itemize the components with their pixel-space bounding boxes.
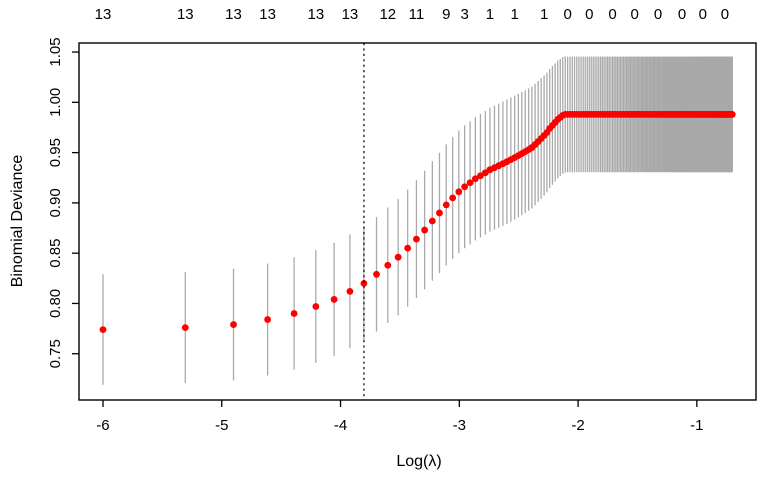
cv-point (264, 316, 272, 323)
nonzero-count-label: 11 (409, 6, 425, 23)
nonzero-count-label: 13 (177, 6, 194, 23)
nonzero-count-label: 0 (631, 6, 639, 23)
cv-point (471, 175, 479, 183)
cv-point (477, 172, 484, 180)
nonzero-count-label: 0 (678, 6, 686, 23)
cv-point (413, 235, 420, 243)
nonzero-count-label: 1 (486, 6, 494, 23)
cv-point (461, 183, 469, 191)
x-tick-label: -6 (96, 417, 109, 434)
cv-point (442, 201, 450, 209)
cv-point (394, 253, 402, 261)
cv-point (436, 209, 443, 217)
cv-point (384, 261, 392, 269)
cv-point (99, 326, 107, 334)
x-tick-label: -2 (571, 417, 584, 434)
nonzero-count-label: 0 (699, 6, 707, 23)
nonzero-count-label: 0 (563, 6, 571, 23)
x-tick-label: -4 (334, 417, 347, 434)
nonzero-count-label: 1 (510, 6, 518, 23)
nonzero-count-label: 13 (95, 6, 112, 23)
error-bars (102, 56, 733, 385)
top-axis-nonzero-counts: 13 13 13 13 13 13 12 11 9 3 1 1 1 0 0 0 0 0 0 0 0 (95, 6, 729, 23)
cv-point (230, 321, 237, 328)
cv-point (373, 270, 380, 278)
cv-point (421, 226, 429, 234)
nonzero-count-label: 1 (540, 6, 548, 23)
y-axis: 0.75 0.80 0.85 0.90 0.95 1.00 1.05 (47, 37, 79, 368)
cv-point (728, 111, 736, 118)
nonzero-count-label: 12 (379, 6, 396, 23)
y-axis-title: Binomial Deviance (9, 155, 26, 288)
cv-point (360, 279, 368, 287)
y-tick-label: 0.75 (47, 339, 64, 368)
x-tick-label: -3 (453, 417, 466, 434)
nonzero-count-label: 0 (721, 6, 729, 23)
cv-point (404, 244, 412, 252)
cv-mean-points (99, 111, 736, 334)
cv-point (290, 310, 298, 317)
nonzero-count-label: 13 (259, 6, 276, 23)
x-tick-label: -1 (690, 417, 703, 434)
plot-frame (78, 42, 757, 401)
nonzero-count-label: 0 (585, 6, 593, 23)
x-tick-label: -5 (215, 417, 228, 434)
x-axis: -6 -5 -4 -3 -2 -1 (96, 400, 704, 434)
nonzero-count-label: 9 (442, 6, 450, 23)
nonzero-count-label: 13 (342, 6, 359, 23)
y-tick-label: 1.05 (47, 37, 64, 66)
y-tick-label: 0.90 (47, 188, 64, 217)
cv-point (346, 287, 354, 295)
cv-point (466, 179, 474, 187)
cv-point (455, 188, 463, 196)
y-tick-label: 1.00 (47, 88, 64, 117)
y-tick-label: 0.85 (47, 239, 64, 268)
y-tick-label: 0.95 (47, 138, 64, 167)
nonzero-count-label: 13 (225, 6, 242, 23)
y-tick-label: 0.80 (47, 289, 64, 318)
nonzero-count-label: 13 (307, 6, 324, 23)
cv-point (330, 296, 338, 303)
nonzero-count-label: 0 (608, 6, 616, 23)
cv-point (449, 194, 457, 202)
cv-point (428, 217, 436, 225)
x-axis-title: Log(λ) (396, 453, 441, 470)
cv-point (312, 303, 320, 310)
nonzero-count-label: 0 (654, 6, 662, 23)
nonzero-count-label: 3 (460, 6, 468, 23)
cv-point (181, 324, 189, 331)
